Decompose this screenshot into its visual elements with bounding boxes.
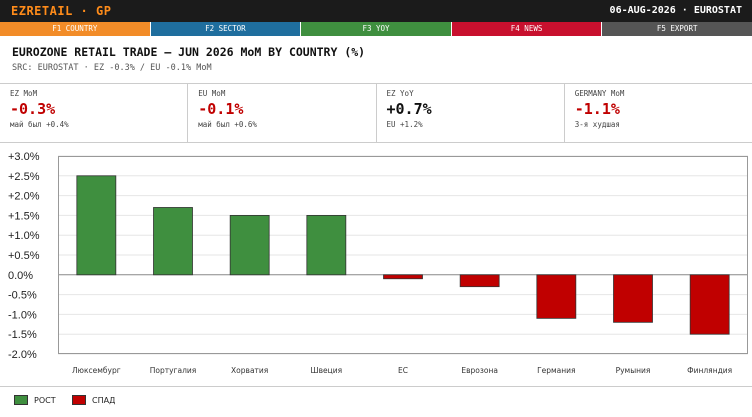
bar (459, 274, 500, 288)
app-title: EZRETAIL · GP (11, 4, 112, 18)
x-tick-label: Румыния (616, 366, 651, 375)
legend-label-down: СПАД (92, 395, 116, 405)
kpi-ez-yoy: EZ YoY +0.7% EU +1.2% (377, 84, 565, 142)
kpi-ez-mom: EZ MoM -0.3% май был +0.4% (0, 84, 189, 142)
kpi-value: -0.3% (10, 100, 56, 118)
kpi-label: EZ MoM (10, 89, 38, 98)
function-key-bar: F1 COUNTRY F2 SECTOR F3 YOY F4 NEWS F5 E… (0, 22, 752, 36)
kpi-value: -1.1% (574, 100, 620, 118)
bar (229, 215, 270, 276)
y-tick-label: +1.0% (8, 230, 40, 242)
legend-swatch-down (72, 395, 86, 405)
kpi-label: EU MoM (198, 89, 226, 98)
fkey-export[interactable]: F5 EXPORT (602, 22, 752, 36)
kpi-germany-mom: GERMANY MoM -1.1% 3-я худшая (565, 84, 752, 142)
bar-chart: +3.0% +2.5% +2.0% +1.5% +1.0% +0.5% 0.0% -0.5% -… (8, 151, 748, 375)
bar (613, 274, 653, 323)
kpi-note: 3-я худшая (574, 120, 620, 129)
bar (153, 207, 193, 276)
x-tick-label: Германия (537, 366, 576, 375)
legend-swatch-up (14, 395, 28, 405)
bar (76, 175, 117, 276)
fkey-country[interactable]: F1 COUNTRY (0, 22, 151, 36)
fkey-sector[interactable]: F2 SECTOR (150, 22, 302, 36)
y-tick-label: -1.5% (8, 329, 37, 341)
kpi-label: GERMANY MoM (574, 89, 625, 98)
y-tick-label: +0.5% (8, 250, 40, 262)
legend: РОСТ СПАД (0, 386, 752, 412)
date-source: 06-AUG-2026 · EUROSTAT (609, 5, 742, 16)
x-tick-label: Швеция (311, 366, 343, 375)
kpi-note: май был +0.6% (198, 120, 257, 129)
chart-subtitle: SRC: EUROSTAT · EZ -0.3% / EU -0.1% MoM (12, 63, 212, 73)
y-tick-label: -2.0% (8, 349, 37, 361)
x-tick-label: Хорватия (231, 366, 268, 375)
kpi-note: EU +1.2% (386, 120, 423, 129)
bar (536, 274, 577, 319)
chart-title: EUROZONE RETAIL TRADE — JUN 2026 MoM BY … (12, 45, 366, 59)
bar (383, 274, 423, 280)
x-tick-label: Еврозона (461, 366, 498, 375)
bar (306, 215, 347, 276)
fkey-yoy[interactable]: F3 YOY (301, 22, 452, 36)
x-tick-label: Финляндия (687, 366, 732, 375)
y-tick-label: -1.0% (8, 309, 37, 321)
y-tick-label: +2.0% (8, 191, 40, 203)
fkey-news[interactable]: F4 NEWS (451, 22, 603, 36)
y-tick-label: +3.0% (8, 151, 40, 163)
bar (689, 274, 730, 335)
kpi-note: май был +0.4% (10, 120, 69, 129)
y-tick-label: 0.0% (8, 270, 33, 282)
top-bar: EZRETAIL · GP 06-AUG-2026 · EUROSTAT (0, 0, 752, 22)
y-tick-label: -0.5% (8, 290, 37, 302)
legend-label-up: РОСТ (34, 395, 56, 405)
kpi-strip: EZ MoM -0.3% май был +0.4% EU MoM -0.1% … (0, 83, 752, 143)
plot-frame (58, 156, 748, 354)
x-tick-label: ЕС (398, 366, 408, 375)
x-tick-label: Португалия (150, 366, 197, 375)
x-tick-label: Люксембург (72, 366, 121, 375)
legend-item-up: РОСТ (14, 395, 56, 405)
kpi-value: -0.1% (198, 100, 244, 118)
y-tick-label: +1.5% (8, 210, 40, 222)
kpi-eu-mom: EU MoM -0.1% май был +0.6% (188, 84, 377, 142)
y-tick-label: +2.5% (8, 171, 40, 183)
kpi-value: +0.7% (386, 100, 432, 118)
legend-item-down: СПАД (72, 395, 115, 405)
kpi-label: EZ YoY (386, 89, 414, 98)
